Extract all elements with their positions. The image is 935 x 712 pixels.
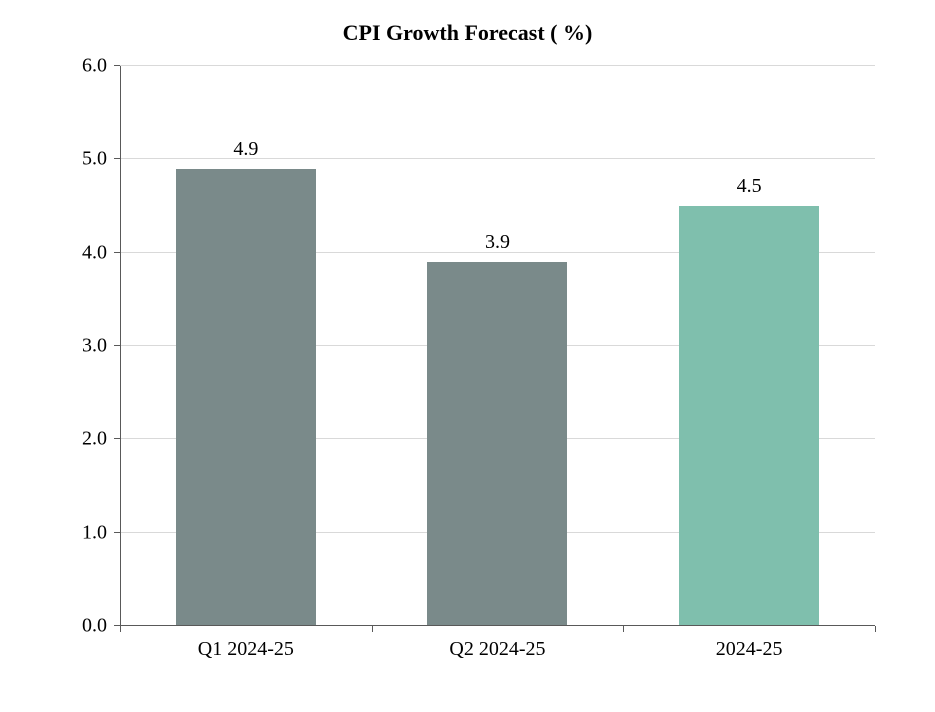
- y-tick-label: 6.0: [82, 55, 107, 78]
- bar-group: 3.9: [372, 231, 624, 626]
- x-tick-mark: [372, 626, 373, 632]
- x-axis-labels: Q1 2024-25Q2 2024-252024-25: [120, 638, 875, 661]
- bar: [176, 169, 316, 626]
- y-tick-label: 2.0: [82, 428, 107, 451]
- bar-value-label: 4.5: [737, 175, 762, 198]
- bar: [427, 262, 567, 626]
- bar: [679, 206, 819, 626]
- bars-container: 4.9 3.9 4.5: [120, 66, 875, 626]
- bar-value-label: 4.9: [233, 138, 258, 161]
- y-tick-label: 4.0: [82, 241, 107, 264]
- y-tick-label: 5.0: [82, 148, 107, 171]
- x-tick-label: Q2 2024-25: [372, 638, 624, 661]
- bar-group: 4.9: [120, 138, 372, 626]
- bar-value-label: 3.9: [485, 231, 510, 254]
- plot-area: 0.01.02.03.04.05.06.0 4.93.94.5: [120, 66, 875, 626]
- x-tick-mark: [875, 626, 876, 632]
- y-tick-label: 0.0: [82, 615, 107, 638]
- y-axis-line: [120, 66, 121, 626]
- y-tick-label: 3.0: [82, 335, 107, 358]
- chart-container: CPI Growth Forecast ( %) 0.0 1.0 2.0 3.0 4.0…: [60, 20, 875, 682]
- x-tick-mark: [120, 626, 121, 632]
- x-axis-line: [120, 625, 875, 626]
- chart-title: CPI Growth Forecast ( %): [60, 20, 875, 46]
- y-axis: 0.01.02.03.04.05.06.0: [60, 66, 115, 626]
- x-tick-label: 2024-25: [623, 638, 875, 661]
- x-tick-mark: [623, 626, 624, 632]
- bar-group: 4.5: [623, 175, 875, 626]
- x-tick-label: Q1 2024-25: [120, 638, 372, 661]
- y-tick-label: 1.0: [82, 521, 107, 544]
